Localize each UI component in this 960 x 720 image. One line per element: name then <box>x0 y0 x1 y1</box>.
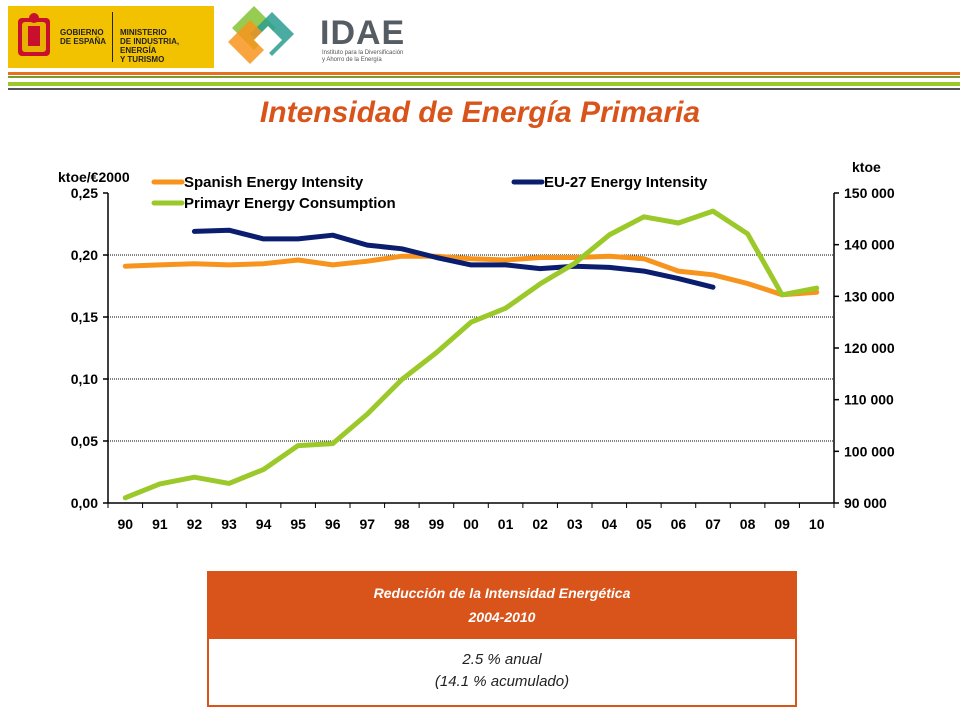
x-tick-label: 07 <box>705 516 721 532</box>
gov-divider <box>112 12 113 62</box>
left-tick-label: 0,25 <box>71 185 98 201</box>
x-tick-label: 10 <box>809 516 825 532</box>
x-tick-label: 94 <box>256 516 272 532</box>
legend-label: Spanish Energy Intensity <box>184 174 364 191</box>
right-tick-label: 110 000 <box>844 392 894 408</box>
x-tick-label: 00 <box>463 516 479 532</box>
right-tick-label: 120 000 <box>844 340 895 356</box>
header-rule-grey <box>8 88 960 90</box>
x-tick-label: 06 <box>671 516 687 532</box>
idae-subtitle: Instituto para la Diversificación y Ahor… <box>322 50 404 63</box>
right-tick-label: 150 000 <box>844 185 895 201</box>
x-tick-label: 01 <box>498 516 514 532</box>
right-tick-label: 140 000 <box>844 237 895 253</box>
idae-logo: IDAE Instituto para la Diversificación y… <box>224 4 424 70</box>
left-tick-label: 0,00 <box>71 495 98 511</box>
legend-label: Primayr Energy Consumption <box>184 195 396 212</box>
x-tick-label: 04 <box>601 516 617 532</box>
info-header: Reducción de la Intensidad Energética 20… <box>209 573 795 639</box>
right-tick-label: 100 000 <box>844 443 895 459</box>
header: GOBIERNO DE ESPAÑA MINISTERIO DE INDUSTR… <box>0 0 960 86</box>
x-tick-label: 91 <box>152 516 168 532</box>
info-annual-rate: 2.5 % anual <box>462 651 542 668</box>
left-tick-label: 0,20 <box>71 247 98 263</box>
energy-intensity-chart: 0,00 0,05 0,10 0,15 0,20 0,25 90 000 100 000 110… <box>58 159 895 532</box>
page-title: Intensidad de Energía Primaria <box>259 96 701 129</box>
left-tick-label: 0,10 <box>71 371 98 387</box>
coat-of-arms-icon <box>18 13 50 56</box>
info-cumulative-rate: (14.1 % acumulado) <box>434 673 570 690</box>
x-tick-label: 02 <box>532 516 548 532</box>
x-tick-label: 95 <box>290 516 306 532</box>
x-tick-label: 97 <box>359 516 375 532</box>
x-tick-label: 90 <box>117 516 133 532</box>
x-tick-label: 03 <box>567 516 583 532</box>
x-tick-label: 99 <box>429 516 445 532</box>
x-tick-label: 92 <box>187 516 203 532</box>
gobierno-label: GOBIERNO DE ESPAÑA <box>60 28 107 46</box>
right-axis-label: ktoe <box>852 159 881 175</box>
left-tick-label: 0,05 <box>71 433 98 449</box>
x-tick-label: 08 <box>740 516 756 532</box>
header-rule-olive <box>8 76 960 78</box>
primary-consumption-line <box>122 208 820 501</box>
right-tick-label: 130 000 <box>844 288 895 304</box>
header-rule-orange <box>8 72 960 75</box>
idae-wordmark: IDAE <box>320 14 406 52</box>
right-tick-label: 90 000 <box>844 495 887 511</box>
info-title: Reducción de la Intensidad Energética <box>373 585 631 601</box>
x-tick-label: 93 <box>221 516 237 532</box>
x-tick-label: 98 <box>394 516 410 532</box>
info-box: Reducción de la Intensidad Energética 20… <box>207 571 797 707</box>
x-tick-label: 05 <box>636 516 652 532</box>
x-tick-label: 09 <box>774 516 790 532</box>
left-axis-label: ktoe/€2000 <box>58 169 130 185</box>
spanish-intensity-line <box>122 253 820 298</box>
legend-label: EU-27 Energy Intensity <box>544 174 708 191</box>
info-period: 2004-2010 <box>468 609 536 625</box>
ministerio-label: MINISTERIO DE INDUSTRIA, ENERGÍA Y TURIS… <box>120 28 180 64</box>
idae-emblem-icon <box>228 6 294 64</box>
header-rule-green <box>8 82 960 86</box>
eu27-intensity-line <box>191 227 716 290</box>
x-tick-label: 96 <box>325 516 341 532</box>
left-tick-label: 0,15 <box>71 309 98 325</box>
gobierno-logo: GOBIERNO DE ESPAÑA MINISTERIO DE INDUSTR… <box>8 6 214 68</box>
